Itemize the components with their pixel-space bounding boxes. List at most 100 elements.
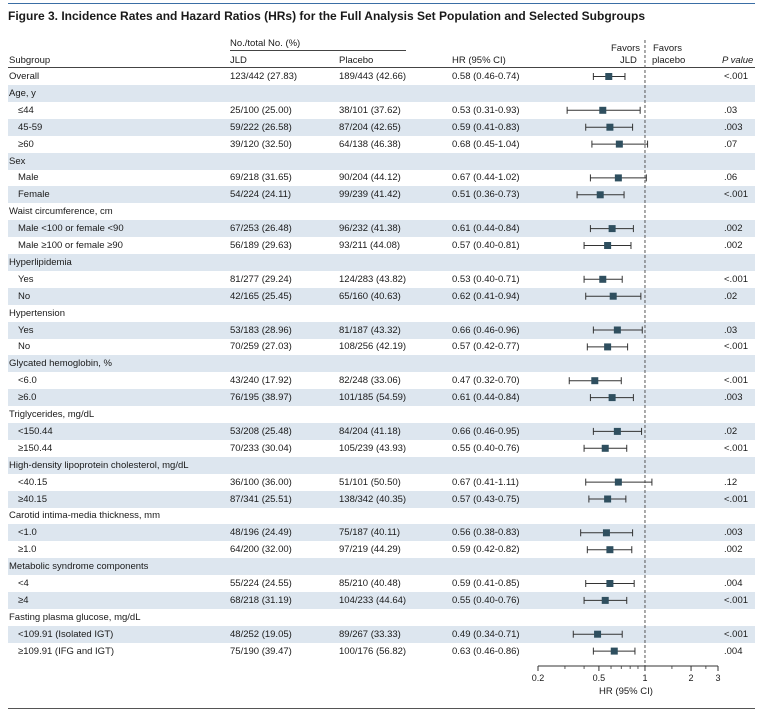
table-row: ≥60 39/120 (32.50) 64/138 (46.38) 0.68 (0.4…	[8, 136, 755, 153]
jld-count: 43/240 (17.92)	[230, 375, 292, 387]
jld-count: 69/218 (31.65)	[230, 172, 292, 184]
hr-marker	[599, 275, 607, 283]
jld-count: 48/252 (19.05)	[230, 628, 292, 640]
subgroup-label: No	[18, 290, 31, 302]
placebo-count: 75/187 (40.11)	[339, 527, 401, 539]
p-value: .003	[724, 392, 743, 404]
jld-count: 42/165 (25.45)	[230, 290, 292, 302]
header-rule	[8, 67, 755, 68]
subgroup-label: Hypertension	[9, 307, 65, 319]
jld-count: 56/189 (29.63)	[230, 240, 292, 251]
subgroup-label: ≥40.15	[18, 493, 47, 505]
table-row: No 42/165 (25.45) 65/160 (40.63) 0.62 (0.41…	[8, 287, 755, 305]
placebo-count: 81/187 (43.32)	[339, 324, 401, 336]
p-value: .003	[724, 121, 743, 133]
table-row: <109.91 (Isolated IGT) 48/252 (19.05) 89/2…	[8, 625, 755, 643]
subgroup-header-row: Triglycerides, mg/dL	[8, 406, 755, 423]
subgroup-label: Female	[18, 189, 50, 201]
p-value: .06	[724, 172, 738, 184]
hr-value: 0.55 (0.40-0.76)	[452, 594, 520, 606]
table-row: Yes 81/277 (29.24) 124/283 (43.82) 0.53 (0.…	[8, 271, 755, 288]
jld-count: 25/100 (25.00)	[230, 104, 292, 116]
p-value: .12	[724, 476, 738, 488]
jld-header: JLD	[230, 55, 247, 66]
p-value: <.001	[724, 493, 749, 505]
placebo-count: 138/342 (40.35)	[339, 493, 407, 505]
p-value: <.001	[724, 375, 749, 387]
hr-value: 0.53 (0.40-0.71)	[452, 273, 520, 285]
jld-count: 55/224 (24.55)	[230, 578, 292, 589]
subgroup-header-row: Carotid intima-media thickness, mm	[8, 507, 755, 524]
jld-count: 53/208 (25.48)	[230, 425, 292, 437]
p-value: <.001	[724, 273, 749, 285]
p-value: .002	[724, 240, 743, 251]
subgroup-label: <40.15	[18, 476, 48, 488]
table-row: ≥150.44 70/233 (30.04) 105/239 (43.93) 0.55…	[8, 440, 755, 457]
subgroup-label: ≥150.44	[18, 442, 53, 454]
subgroup-header: Subgroup	[9, 55, 51, 66]
table-row: Male <100 or female <90 67/253 (26.48) 96/…	[8, 220, 755, 238]
placebo-count: 189/443 (42.66)	[339, 71, 407, 82]
table-row: <40.15 36/100 (36.00) 51/101 (50.50) 0.67 (…	[8, 474, 755, 491]
table-row: ≥6.0 76/195 (38.97) 101/185 (54.59) 0.61 (0…	[8, 389, 755, 407]
x-tick-label: 0.5	[593, 673, 606, 683]
hr-marker	[605, 73, 613, 80]
p-value: .003	[724, 527, 743, 539]
subgroup-label: Overall	[9, 71, 40, 82]
jld-count: 70/259 (27.03)	[230, 341, 292, 353]
pvalue-header: P value	[722, 55, 754, 66]
hr-value: 0.61 (0.44-0.84)	[452, 223, 520, 235]
subgroup-label: ≤44	[18, 104, 34, 116]
table-row: <6.0 43/240 (17.92) 82/248 (33.06) 0.47 (0.…	[8, 372, 755, 389]
table-row: Overall 123/442 (27.83) 189/443 (42.66) 0.5…	[8, 68, 755, 85]
subgroup-label: Male <100 or female <90	[18, 223, 124, 235]
jld-count: 76/195 (38.97)	[230, 392, 292, 404]
hr-value: 0.63 (0.46-0.86)	[452, 645, 520, 657]
table-row: <4 55/224 (24.55) 85/210 (40.48) 0.59 (0.41…	[8, 575, 755, 592]
figure-title: Figure 3. Incidence Rates and Hazard Rat…	[8, 9, 646, 23]
jld-count: 39/120 (32.50)	[230, 138, 292, 150]
p-value: <.001	[724, 189, 749, 201]
hr-value: 0.59 (0.41-0.85)	[452, 578, 520, 589]
hr-value: 0.49 (0.34-0.71)	[452, 628, 520, 640]
x-tick-label: 3	[715, 673, 720, 683]
p-value: <.001	[724, 594, 749, 606]
table-row: ≥1.0 64/200 (32.00) 97/219 (44.29) 0.59 (0.…	[8, 541, 755, 558]
subgroup-header-row: Waist circumference, cm	[8, 203, 755, 220]
jld-count: 67/253 (26.48)	[230, 223, 292, 235]
hr-value: 0.62 (0.41-0.94)	[452, 290, 520, 302]
jld-count: 48/196 (24.49)	[230, 527, 292, 539]
hr-value: 0.58 (0.46-0.74)	[452, 71, 520, 82]
placebo-count: 38/101 (37.62)	[339, 104, 401, 116]
favors-jld-label-2: JLD	[620, 55, 637, 66]
hr-marker	[614, 174, 622, 182]
p-value: .03	[724, 324, 738, 336]
placebo-count: 84/204 (41.18)	[339, 425, 401, 437]
hr-marker	[594, 630, 602, 638]
hr-marker	[606, 546, 614, 554]
hr-value: 0.56 (0.38-0.83)	[452, 527, 520, 539]
favors-placebo-label-1: Favors	[653, 43, 683, 54]
hr-value: 0.59 (0.41-0.83)	[452, 121, 520, 133]
placebo-count: 87/204 (42.65)	[339, 121, 401, 133]
placebo-count: 104/233 (44.64)	[339, 594, 407, 606]
subgroup-label: 45-59	[18, 121, 43, 133]
hr-value: 0.53 (0.31-0.93)	[452, 104, 520, 116]
hr-marker	[614, 478, 622, 486]
x-tick-label: 0.2	[532, 673, 545, 683]
group-header: No./total No. (%)	[230, 38, 301, 49]
hr-value: 0.66 (0.46-0.95)	[452, 425, 520, 437]
hr-value: 0.67 (0.41-1.11)	[452, 476, 519, 488]
hr-marker	[606, 580, 614, 587]
subgroup-label: Waist circumference, cm	[9, 206, 113, 218]
hr-marker	[613, 427, 621, 435]
hr-value: 0.55 (0.40-0.76)	[452, 442, 520, 454]
hr-value: 0.57 (0.43-0.75)	[452, 493, 520, 505]
p-value: .07	[724, 138, 738, 150]
table-row: No 70/259 (27.03) 108/256 (42.19) 0.57 (0.4…	[8, 338, 755, 355]
hr-marker	[606, 123, 614, 131]
jld-count: 64/200 (32.00)	[230, 544, 292, 556]
p-value: .02	[724, 425, 738, 437]
subgroup-label: Male	[18, 172, 39, 184]
table-row: Male ≥100 or female ≥90 56/189 (29.63) 93/…	[8, 237, 755, 254]
